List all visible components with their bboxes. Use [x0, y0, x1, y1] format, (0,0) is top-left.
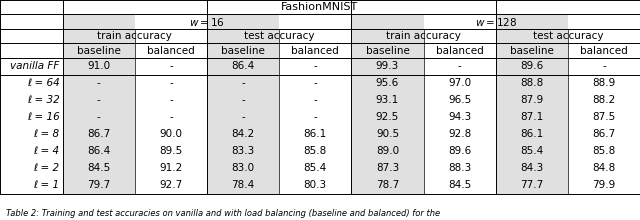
Text: baseline: baseline — [510, 46, 554, 55]
Text: 92.5: 92.5 — [376, 112, 399, 122]
Text: ℓ = 8: ℓ = 8 — [33, 129, 60, 139]
Text: 83.3: 83.3 — [232, 146, 255, 156]
Text: ℓ = 16: ℓ = 16 — [27, 112, 60, 122]
Text: -: - — [314, 61, 317, 71]
Text: balanced: balanced — [291, 46, 339, 55]
Text: 85.4: 85.4 — [303, 163, 327, 173]
Text: -: - — [314, 95, 317, 105]
Text: 84.5: 84.5 — [87, 163, 111, 173]
Text: 86.1: 86.1 — [520, 129, 543, 139]
Text: -: - — [97, 95, 100, 105]
Text: 85.4: 85.4 — [520, 146, 543, 156]
Text: 87.3: 87.3 — [376, 163, 399, 173]
Text: 77.7: 77.7 — [520, 180, 543, 190]
Text: 90.5: 90.5 — [376, 129, 399, 139]
Text: 88.2: 88.2 — [592, 95, 616, 105]
Text: 86.7: 86.7 — [592, 129, 616, 139]
Text: -: - — [169, 61, 173, 71]
Text: 91.0: 91.0 — [87, 61, 110, 71]
Text: 86.4: 86.4 — [232, 61, 255, 71]
Bar — [207, 15, 279, 194]
Text: 92.7: 92.7 — [159, 180, 182, 190]
Text: -: - — [97, 112, 100, 122]
Text: 87.1: 87.1 — [520, 112, 543, 122]
Text: -: - — [241, 78, 245, 88]
Text: vanilla FF: vanilla FF — [10, 61, 60, 71]
Text: 95.6: 95.6 — [376, 78, 399, 88]
Text: balanced: balanced — [580, 46, 628, 55]
Text: 93.1: 93.1 — [376, 95, 399, 105]
Bar — [351, 15, 424, 194]
Text: 89.6: 89.6 — [520, 61, 543, 71]
Text: -: - — [241, 112, 245, 122]
Text: 83.0: 83.0 — [232, 163, 255, 173]
Text: ℓ = 2: ℓ = 2 — [33, 163, 60, 173]
Text: FashionMNIST: FashionMNIST — [282, 2, 358, 12]
Text: baseline: baseline — [77, 46, 121, 55]
Text: -: - — [241, 95, 245, 105]
Text: 97.0: 97.0 — [448, 78, 471, 88]
Text: 84.2: 84.2 — [232, 129, 255, 139]
Text: 79.9: 79.9 — [592, 180, 616, 190]
Text: 92.8: 92.8 — [448, 129, 471, 139]
Text: $w = 128$: $w = 128$ — [474, 16, 517, 28]
Bar — [495, 15, 568, 194]
Text: ℓ = 32: ℓ = 32 — [27, 95, 60, 105]
Text: 90.0: 90.0 — [159, 129, 182, 139]
Text: 96.5: 96.5 — [448, 95, 471, 105]
Text: 88.9: 88.9 — [592, 78, 616, 88]
Text: -: - — [97, 78, 100, 88]
Text: 87.5: 87.5 — [592, 112, 616, 122]
Text: 80.3: 80.3 — [304, 180, 327, 190]
Text: -: - — [602, 61, 606, 71]
Text: Table 2: Training and test accuracies on vanilla and with load balancing (baseli: Table 2: Training and test accuracies on… — [6, 209, 440, 218]
Text: -: - — [169, 112, 173, 122]
Text: test accuracy: test accuracy — [244, 31, 314, 41]
Text: 88.3: 88.3 — [448, 163, 471, 173]
Text: 94.3: 94.3 — [448, 112, 471, 122]
Text: 87.9: 87.9 — [520, 95, 543, 105]
Text: ℓ = 64: ℓ = 64 — [27, 78, 60, 88]
Text: 84.3: 84.3 — [520, 163, 543, 173]
Text: balanced: balanced — [436, 46, 483, 55]
Text: 78.4: 78.4 — [232, 180, 255, 190]
Text: 84.8: 84.8 — [592, 163, 616, 173]
Text: baseline: baseline — [365, 46, 410, 55]
Text: 86.4: 86.4 — [87, 146, 111, 156]
Text: balanced: balanced — [147, 46, 195, 55]
Text: 89.6: 89.6 — [448, 146, 471, 156]
Text: 86.1: 86.1 — [303, 129, 327, 139]
Text: train accuracy: train accuracy — [386, 31, 461, 41]
Text: 78.7: 78.7 — [376, 180, 399, 190]
Text: 89.5: 89.5 — [159, 146, 182, 156]
Text: 88.8: 88.8 — [520, 78, 543, 88]
Text: ℓ = 1: ℓ = 1 — [33, 180, 60, 190]
Text: train accuracy: train accuracy — [97, 31, 172, 41]
Text: -: - — [314, 112, 317, 122]
Bar — [63, 15, 135, 194]
Text: 79.7: 79.7 — [87, 180, 111, 190]
Text: 86.7: 86.7 — [87, 129, 111, 139]
Text: 91.2: 91.2 — [159, 163, 182, 173]
Text: -: - — [458, 61, 461, 71]
Text: test accuracy: test accuracy — [532, 31, 603, 41]
Text: 84.5: 84.5 — [448, 180, 471, 190]
Text: 85.8: 85.8 — [303, 146, 327, 156]
Text: 85.8: 85.8 — [592, 146, 616, 156]
Text: -: - — [314, 78, 317, 88]
Text: 99.3: 99.3 — [376, 61, 399, 71]
Text: -: - — [169, 95, 173, 105]
Text: $w = 16$: $w = 16$ — [189, 16, 225, 28]
Text: -: - — [169, 78, 173, 88]
Text: 89.0: 89.0 — [376, 146, 399, 156]
Text: baseline: baseline — [221, 46, 265, 55]
Text: ℓ = 4: ℓ = 4 — [33, 146, 60, 156]
